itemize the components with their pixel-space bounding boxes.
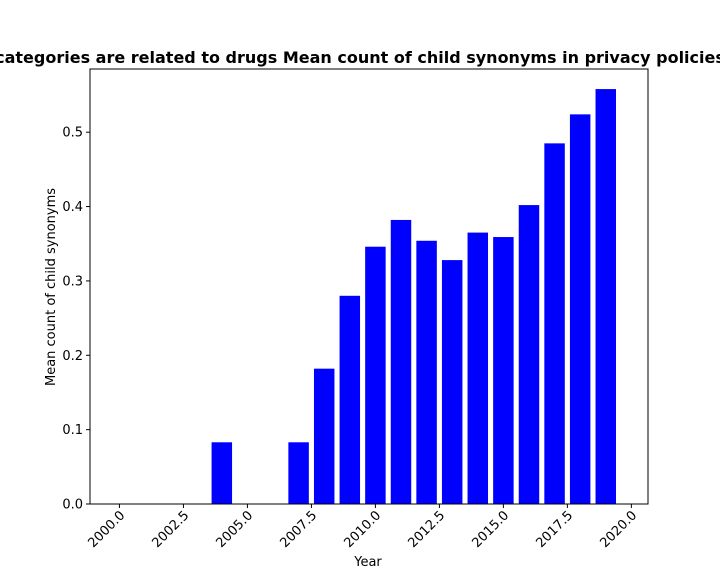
x-tick-label: 2010.0 bbox=[341, 508, 384, 551]
y-tick-label: 0.2 bbox=[62, 349, 83, 364]
y-tick-label: 0.5 bbox=[62, 126, 83, 141]
chart-title: categories are related to drugs Mean cou… bbox=[0, 48, 720, 67]
bar-2019 bbox=[595, 89, 617, 505]
y-ticks: 0.0 0.1 0.2 0.3 0.4 0.5 bbox=[62, 126, 90, 513]
bars-group bbox=[211, 89, 617, 505]
x-axis-label: Year bbox=[353, 555, 382, 570]
bar-2018 bbox=[569, 114, 591, 504]
y-tick-label: 0.4 bbox=[62, 200, 83, 215]
bar-2016 bbox=[518, 205, 540, 505]
bar-2012 bbox=[416, 240, 437, 504]
plot-frame bbox=[89, 68, 649, 505]
x-tick-label: 2007.5 bbox=[277, 508, 320, 551]
y-tick-label: 0.3 bbox=[62, 274, 83, 289]
y-tick-label: 0.0 bbox=[62, 498, 83, 513]
bar-2013 bbox=[441, 260, 463, 504]
x-tick-label: 2002.5 bbox=[149, 508, 192, 551]
x-tick-label: 2012.5 bbox=[405, 508, 448, 551]
y-tick-label: 0.1 bbox=[62, 423, 83, 438]
x-tick-label: 2020.0 bbox=[597, 508, 640, 551]
x-tick-label: 2005.0 bbox=[213, 508, 256, 551]
y-axis-label: Mean count of child synonyms bbox=[44, 188, 59, 386]
bar-2007 bbox=[288, 442, 309, 504]
x-ticks: 2000.0 2002.5 2005.0 2007.5 2010.0 2012.5 2015… bbox=[85, 504, 640, 551]
bar-2015 bbox=[493, 237, 514, 505]
bar-2008 bbox=[313, 368, 335, 504]
x-tick-label: 2000.0 bbox=[85, 508, 128, 551]
bar-2009 bbox=[339, 295, 361, 504]
bar-2004 bbox=[211, 442, 233, 504]
x-tick-label: 2015.0 bbox=[469, 508, 512, 551]
bar-2010 bbox=[365, 246, 386, 504]
bar-2017 bbox=[544, 143, 565, 504]
bar-2014 bbox=[467, 232, 489, 505]
bar-2011 bbox=[390, 219, 412, 504]
x-tick-label: 2017.5 bbox=[533, 508, 576, 551]
